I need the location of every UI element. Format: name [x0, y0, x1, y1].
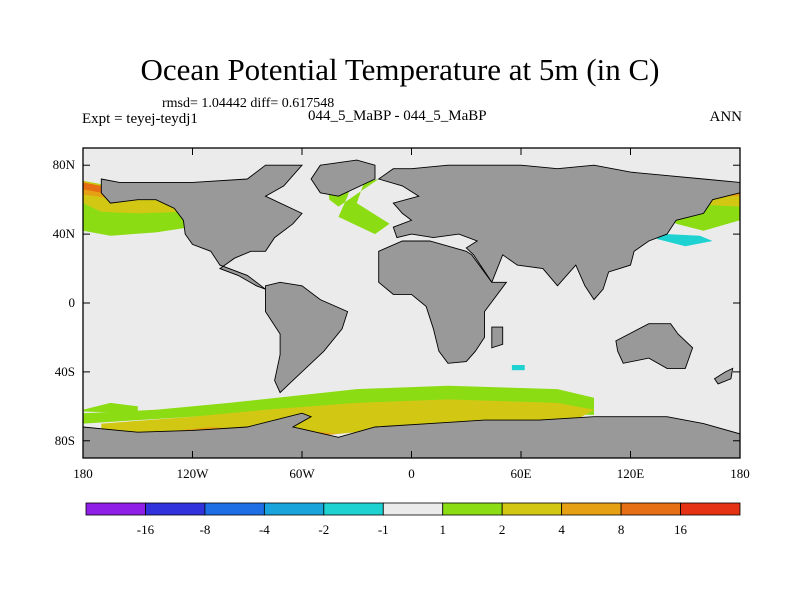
x-tick-label-0: 180: [73, 466, 93, 481]
x-tick-label-2: 60W: [289, 466, 315, 481]
land-mass-5: [491, 326, 504, 349]
land-mass-1: [265, 281, 349, 394]
land-mass-2: [310, 159, 376, 197]
colorbar-label-0: -16: [137, 522, 155, 537]
anomaly-region-0: [83, 402, 138, 414]
axis-ticks: 180 120W 60W 0 60E 120E 180 80N 40N 0 40S 80S: [53, 148, 750, 481]
colorbar: -16 -8 -4 -2 -1 1 2 4 8 16: [85, 502, 741, 537]
land-mass-7: [83, 412, 740, 458]
stats-label: rmsd= 1.04442 diff= 0.617548: [162, 96, 335, 111]
experiment-label: Expt = teyej-teydj1: [82, 111, 198, 127]
colorbar-label-7: 4: [558, 522, 565, 537]
x-tick-label-3: 0: [408, 466, 415, 481]
land-mass-8: [713, 367, 734, 385]
season-label: ANN: [709, 109, 743, 125]
land-mass-6: [615, 323, 694, 369]
x-tick-label-5: 120E: [617, 466, 645, 481]
colorbar-label-1: -8: [199, 522, 210, 537]
colorbar-swatch-5: [382, 502, 444, 516]
y-tick-label-1: 40N: [53, 226, 76, 241]
colorbar-swatch-6: [442, 502, 503, 516]
colorbar-swatch-8: [561, 502, 622, 516]
anomaly-region-7: [83, 182, 102, 193]
colorbar-swatch-7: [501, 502, 563, 516]
colorbar-swatch-4: [323, 502, 384, 516]
colorbar-label-5: 1: [439, 522, 446, 537]
anomaly-region-11: [637, 223, 713, 247]
colorbar-swatch-0: [85, 502, 146, 516]
map-plot-area: [83, 148, 740, 458]
chart-title: Ocean Potential Temperature at 5m (in C): [140, 52, 660, 87]
x-tick-label-6: 180: [730, 466, 750, 481]
y-tick-label-0: 80N: [53, 157, 76, 172]
land-mass-0: [100, 164, 303, 290]
colorbar-label-2: -4: [259, 522, 270, 537]
y-tick-label-2: 0: [69, 295, 76, 310]
colorbar-label-6: 2: [499, 522, 506, 537]
colorbar-swatch-10: [680, 502, 741, 516]
y-tick-label-4: 80S: [55, 433, 75, 448]
case-label: 044_5_MaBP - 044_5_MaBP: [308, 108, 487, 124]
colorbar-swatch-1: [145, 502, 206, 516]
colorbar-label-3: -2: [318, 522, 329, 537]
y-tick-label-3: 40S: [55, 364, 75, 379]
land-mass-3: [377, 164, 740, 301]
colorbar-label-4: -1: [378, 522, 389, 537]
anomaly-region-12: [511, 365, 525, 371]
x-tick-label-4: 60E: [511, 466, 532, 481]
colorbar-swatch-3: [263, 502, 325, 516]
colorbar-label-9: 16: [674, 522, 688, 537]
colorbar-label-8: 8: [618, 522, 625, 537]
colorbar-swatch-2: [204, 502, 265, 516]
colorbar-swatch-9: [620, 502, 681, 516]
land-mass-4: [378, 240, 508, 364]
x-tick-label-1: 120W: [177, 466, 210, 481]
